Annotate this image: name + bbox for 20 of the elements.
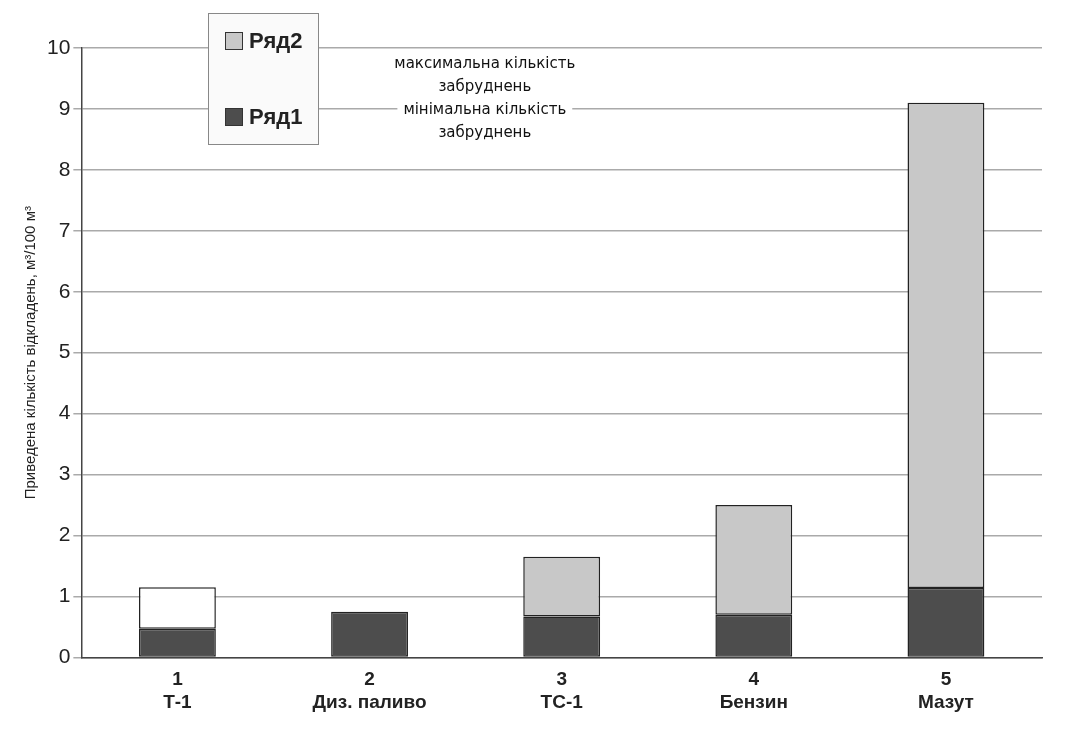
x-tick-label: 1 Т-1 <box>163 668 193 712</box>
y-tick-label: 5 <box>58 339 71 363</box>
y-axis-title: Приведена кількість відкладень, м³/100 м³ <box>21 206 39 500</box>
x-tick-label: 4 Бензин <box>719 668 788 712</box>
y-tick-label: 6 <box>58 278 71 302</box>
y-tick-label: 9 <box>58 95 71 119</box>
x-tick-label: 3 ТС-1 <box>540 668 584 712</box>
y-tick-label: 1 <box>58 583 71 607</box>
y-tick-label: 2 <box>58 522 71 546</box>
legend-label: Ряд1 <box>249 104 303 130</box>
legend-label: Ряд2 <box>249 28 303 54</box>
x-tick-label: 5 Мазут <box>917 668 974 712</box>
y-tick-label: 0 <box>58 644 71 668</box>
x-tick-label: 2 Диз. паливо <box>312 668 427 712</box>
y-tick-label: 10 <box>47 34 71 58</box>
y-tick-label: 3 <box>58 461 71 485</box>
annotation: мінімальна кількість забруднень <box>403 99 567 141</box>
y-tick-label: 8 <box>58 156 71 180</box>
y-tick-label: 4 <box>58 400 71 424</box>
y-tick-label: 7 <box>58 217 71 241</box>
